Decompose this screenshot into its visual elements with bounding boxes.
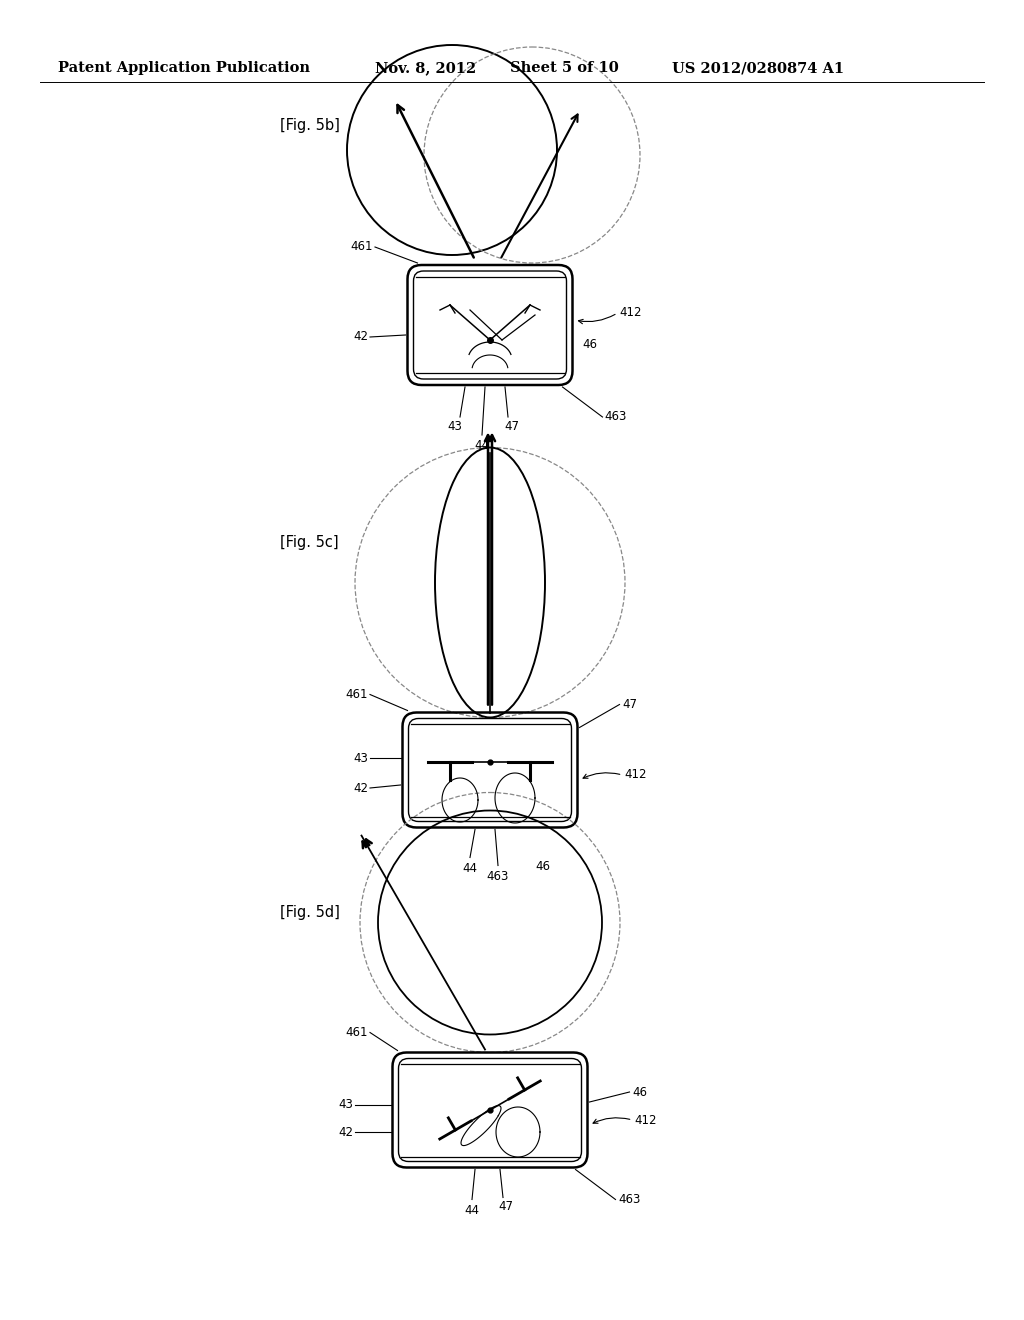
Text: 461: 461: [345, 688, 368, 701]
Text: 44: 44: [474, 440, 489, 451]
Text: 47: 47: [623, 698, 638, 711]
Text: 461: 461: [345, 1026, 368, 1039]
Text: 46: 46: [633, 1085, 647, 1098]
Text: Patent Application Publication: Patent Application Publication: [58, 61, 310, 75]
Text: [Fig. 5b]: [Fig. 5b]: [280, 117, 340, 133]
Text: 44: 44: [465, 1204, 479, 1217]
Text: 412: 412: [620, 306, 642, 319]
Text: Nov. 8, 2012: Nov. 8, 2012: [375, 61, 476, 75]
Text: 46: 46: [583, 338, 597, 351]
Text: 412: 412: [625, 768, 647, 781]
Text: 463: 463: [604, 411, 627, 424]
Text: 463: 463: [618, 1193, 641, 1206]
Text: [Fig. 5d]: [Fig. 5d]: [280, 906, 340, 920]
Text: 42: 42: [338, 1126, 353, 1138]
Text: 44: 44: [463, 862, 477, 875]
Text: 43: 43: [447, 420, 463, 433]
Text: 463: 463: [486, 870, 509, 883]
Text: US 2012/0280874 A1: US 2012/0280874 A1: [672, 61, 844, 75]
Text: 461: 461: [350, 240, 373, 253]
Text: 42: 42: [353, 781, 368, 795]
Text: 42: 42: [353, 330, 368, 343]
Text: 412: 412: [635, 1114, 657, 1126]
Text: 47: 47: [499, 1200, 513, 1213]
Text: Sheet 5 of 10: Sheet 5 of 10: [510, 61, 618, 75]
Text: 46: 46: [535, 859, 550, 873]
Text: 47: 47: [505, 420, 519, 433]
Text: [Fig. 5c]: [Fig. 5c]: [280, 535, 339, 550]
Text: 43: 43: [353, 751, 368, 764]
Text: 43: 43: [338, 1098, 353, 1111]
